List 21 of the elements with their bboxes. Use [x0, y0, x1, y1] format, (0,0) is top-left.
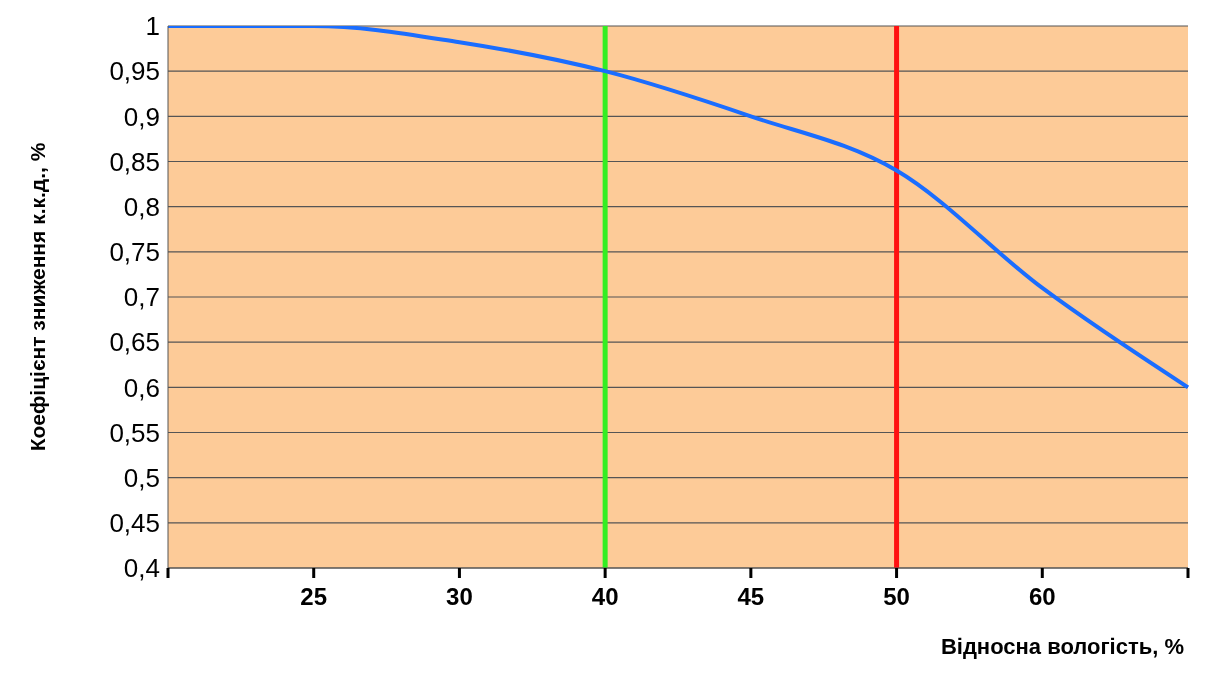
y-tick-label: 0,6	[123, 372, 160, 403]
y-tick-label: 0,75	[109, 237, 160, 268]
y-tick-label: 0,4	[123, 553, 160, 584]
x-tick-label: 45	[737, 583, 765, 611]
y-tick-label: 0,45	[109, 508, 160, 539]
x-tick-label: 50	[883, 583, 910, 611]
y-tick-label: 0,9	[123, 101, 160, 132]
x-tick-label: 25	[300, 583, 328, 611]
y-tick-label: 0,95	[109, 56, 160, 87]
y-tick-label: 0,65	[109, 327, 160, 358]
y-tick-label: 1	[145, 11, 160, 42]
y-tick-label: 0,85	[109, 146, 160, 177]
y-tick-label: 0,5	[123, 462, 160, 493]
y-tick-label: 0,7	[123, 282, 160, 313]
x-tick-label: 30	[446, 583, 473, 611]
x-tick-label: 40	[591, 583, 619, 611]
x-tick-label: 60	[1028, 583, 1056, 611]
y-tick-label: 0,8	[123, 191, 160, 222]
y-tick-label: 0,55	[109, 417, 160, 448]
y-axis-title: Коефіцієнт зниження к.к.д., %	[26, 142, 50, 452]
x-axis-title: Відносна вологість, %	[940, 634, 1184, 659]
